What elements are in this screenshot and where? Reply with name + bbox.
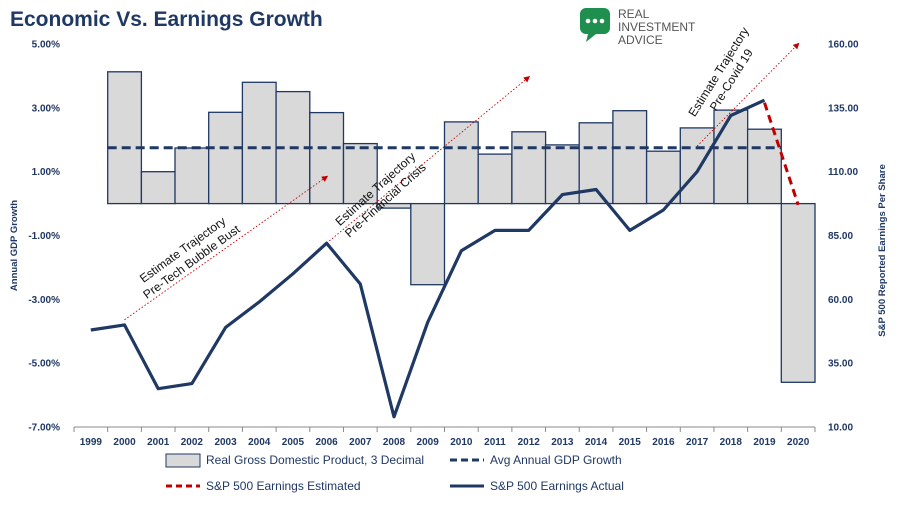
logo-line-1: REAL: [618, 7, 650, 21]
x-tick-label-2012: 2012: [518, 437, 541, 448]
x-tick-label-2008: 2008: [383, 437, 406, 448]
legend-label-3: S&P 500 Earnings Estimated: [206, 479, 361, 493]
x-tick-label-2020: 2020: [787, 437, 810, 448]
x-tick-label-1999: 1999: [80, 437, 103, 448]
legend-label-2: Avg Annual GDP Growth: [490, 453, 622, 467]
right-tick-label: 135.00: [828, 103, 859, 114]
gdp-bar-2018: [713, 109, 749, 205]
gdp-bar-2012: [511, 131, 547, 205]
legend-label-1: Real Gross Domestic Product, 3 Decimal: [206, 453, 424, 467]
gdp-bar-2004: [241, 81, 277, 205]
gdp-bar-2020: [780, 202, 816, 383]
gdp-bar-2002: [174, 147, 210, 205]
chart-title: Economic Vs. Earnings Growth: [10, 8, 323, 31]
x-tick-label-2009: 2009: [417, 437, 440, 448]
earnings-estimated-line: [763, 102, 800, 206]
right-tick-label: 85.00: [828, 231, 853, 242]
gdp-bar-2003: [208, 111, 244, 205]
x-tick-label-2011: 2011: [484, 437, 506, 448]
right-tick-label: 110.00: [828, 167, 858, 178]
right-tick-label: 10.00: [828, 423, 853, 434]
x-tick-label-2018: 2018: [720, 437, 743, 448]
logo-line-2: INVESTMENT: [618, 20, 696, 34]
x-tick-label-2004: 2004: [248, 437, 271, 448]
legend-swatch-bar: [165, 453, 201, 468]
gdp-bar-2006: [309, 111, 345, 205]
x-tick-label-2005: 2005: [282, 437, 305, 448]
gdp-bar-2000: [107, 71, 143, 205]
x-tick-label-2015: 2015: [619, 437, 642, 448]
gdp-bar-2010: [443, 121, 479, 205]
brand-logo: REAL INVESTMENT ADVICE: [578, 4, 738, 47]
x-tick-label-2001: 2001: [147, 437, 170, 448]
gdp-bar-2007: [342, 142, 378, 205]
left-tick-label: 5.00%: [32, 40, 60, 51]
line-series: [90, 98, 800, 419]
gdp-bar-2001: [140, 171, 176, 205]
chat-bubble-icon: REAL INVESTMENT ADVICE: [580, 7, 696, 47]
left-tick-label: 3.00%: [32, 103, 60, 114]
gdp-bar-2011: [477, 153, 513, 205]
legend-label-4: S&P 500 Earnings Actual: [490, 479, 624, 493]
trend-line-1: [124, 175, 329, 321]
logo-line-3: ADVICE: [618, 33, 663, 44]
x-tick-label-2002: 2002: [181, 437, 204, 448]
gdp-bar-2019: [746, 128, 782, 205]
x-tick-label-2003: 2003: [214, 437, 237, 448]
x-tick-label-2019: 2019: [753, 437, 776, 448]
x-tick-label-2016: 2016: [652, 437, 675, 448]
trend-line-2: [326, 76, 531, 244]
x-tick-label-2006: 2006: [315, 437, 338, 448]
legend-item-1: Real Gross Domestic Product, 3 Decimal: [165, 453, 424, 468]
right-axis-title: S&P 500 Reported Earnings Per Share: [877, 164, 888, 336]
legend-item-3: S&P 500 Earnings Estimated: [166, 479, 361, 493]
left-tick-label: 1.00%: [32, 167, 60, 178]
x-tick-label-2010: 2010: [450, 437, 473, 448]
x-tick-label-2007: 2007: [349, 437, 372, 448]
x-tick-label-2017: 2017: [686, 437, 709, 448]
x-tick-label-2013: 2013: [551, 437, 574, 448]
left-axis-title: Annual GDP Growth: [9, 200, 20, 291]
left-tick-label: -5.00%: [28, 359, 60, 370]
left-tick-label: -7.00%: [28, 423, 60, 434]
axes: 5.00% 3.00% 1.00% -1.00% -3.00% -5.00% -7.00% 1…: [9, 40, 888, 449]
left-tick-label: -1.00%: [28, 231, 60, 242]
gdp-bar-2009: [410, 202, 446, 286]
trend-line-3: [696, 42, 800, 147]
trend-lines: [124, 42, 800, 321]
x-tick-label-2000: 2000: [113, 437, 136, 448]
earnings-actual-line: [90, 98, 766, 419]
right-tick-label: 160.00: [828, 40, 859, 51]
legend: Real Gross Domestic Product, 3 Decimal Av…: [165, 453, 624, 493]
right-tick-label: 35.00: [828, 359, 853, 370]
right-tick-label: 60.00: [828, 295, 853, 306]
left-tick-label: -3.00%: [28, 295, 60, 306]
legend-item-4: S&P 500 Earnings Actual: [450, 479, 624, 493]
gdp-bar-2015: [612, 110, 648, 205]
x-tick-label-2014: 2014: [585, 437, 608, 448]
legend-item-2: Avg Annual GDP Growth: [450, 453, 622, 467]
gdp-bar-2017: [679, 127, 715, 205]
